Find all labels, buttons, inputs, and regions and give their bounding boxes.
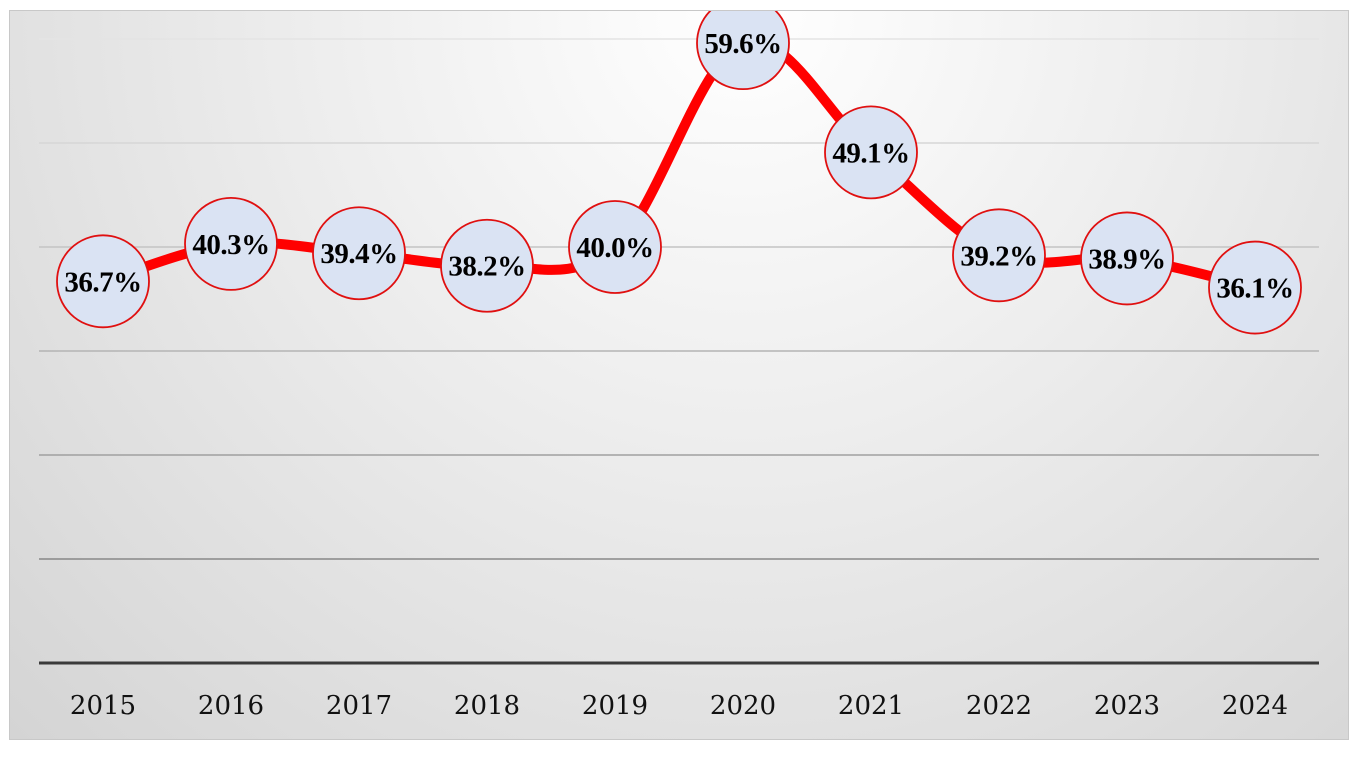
data-point-2015: 36.7% [56,234,150,329]
data-marker [440,218,534,313]
data-point-2022: 39.2% [952,208,1046,303]
data-label: 38.9% [1088,243,1165,275]
data-markers: 36.7% 40.3% 39.4% 38.2% 40.0% 59.6% 49.1% 39.2%… [56,11,1302,335]
x-tick-label-2022: 2022 [966,691,1032,721]
data-marker [1208,240,1302,335]
data-point-2023: 38.9% [1080,211,1174,306]
data-point-2018: 38.2% [440,218,534,313]
data-point-2020: 59.6% [696,11,790,91]
data-marker [1080,211,1174,306]
data-marker [568,200,662,294]
data-label: 40.0% [576,232,653,264]
data-marker [824,105,918,200]
data-point-2016: 40.3% [184,196,278,291]
x-axis-tick-labels: 2015 2016 2017 2018 2019 2020 2021 2022 2023 2024 [70,691,1288,721]
data-label: 59.6% [704,28,781,60]
x-tick-label-2017: 2017 [326,691,392,721]
x-tick-label-2020: 2020 [710,691,776,721]
data-label: 39.2% [960,240,1037,272]
data-label: 36.1% [1216,273,1293,305]
x-tick-label-2021: 2021 [838,691,904,721]
data-point-2024: 36.1% [1208,240,1302,335]
data-marker [696,11,790,91]
chart-area: 36.7% 40.3% 39.4% 38.2% 40.0% 59.6% 49.1% 39.2%… [9,10,1349,740]
data-label: 38.2% [448,251,525,283]
x-tick-label-2016: 2016 [198,691,264,721]
data-label: 49.1% [832,137,909,169]
data-marker [312,206,406,301]
line-chart: 36.7% 40.3% 39.4% 38.2% 40.0% 59.6% 49.1% 39.2%… [39,11,1319,721]
x-tick-label-2015: 2015 [70,691,136,721]
x-tick-label-2019: 2019 [582,691,648,721]
x-tick-label-2024: 2024 [1222,691,1288,721]
data-label: 40.3% [192,229,269,261]
data-marker [184,196,278,291]
data-label: 39.4% [320,238,397,270]
data-marker [952,208,1046,303]
data-point-2021: 49.1% [824,105,918,200]
data-point-2019: 40.0% [568,200,662,294]
x-tick-label-2023: 2023 [1094,691,1160,721]
data-point-2017: 39.4% [312,206,406,301]
data-marker [56,234,150,329]
data-label: 36.7% [64,266,141,298]
x-tick-label-2018: 2018 [454,691,520,721]
